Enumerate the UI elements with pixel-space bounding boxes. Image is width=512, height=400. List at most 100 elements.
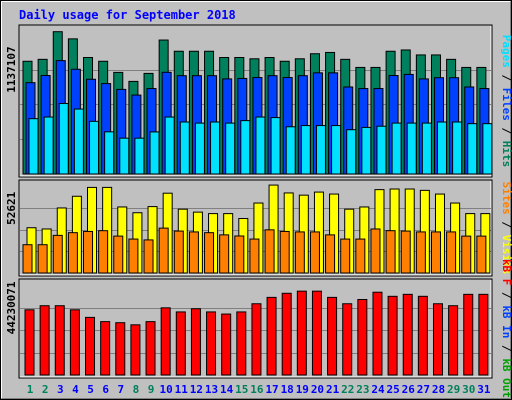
bar-sites-day-31	[476, 235, 487, 274]
x-tick-label-day-14: 14	[220, 383, 234, 396]
bar-kb-f-day-20	[311, 290, 322, 376]
x-tick-label-day-5: 5	[87, 383, 94, 396]
legend-entry-kb_f-1: /	[500, 285, 512, 305]
bar-sites-day-21	[325, 234, 336, 274]
legend-entry-visits_sites-2: Visits	[500, 235, 512, 275]
y-tick-label-visits_sites: 52621	[5, 191, 18, 224]
bar-kb-f-day-2	[39, 305, 50, 376]
bar-pages-day-28	[436, 121, 447, 175]
bar-kb-f-day-23	[357, 298, 368, 376]
x-tick-label-day-31: 31	[477, 383, 491, 396]
bar-kb-f-day-15	[236, 311, 247, 376]
legend-entry-hits_files_pages-2: Files	[500, 88, 512, 121]
bar-kb-f-day-28	[432, 303, 443, 376]
bar-pages-day-6	[104, 131, 115, 175]
bar-pages-day-21	[331, 125, 342, 175]
bar-sites-day-4	[67, 232, 78, 274]
bar-kb-f-day-7	[115, 322, 126, 376]
bar-kb-f-day-21	[327, 296, 338, 376]
bar-sites-day-17	[264, 229, 275, 274]
x-tick-label-day-21: 21	[326, 383, 340, 396]
bar-sites-day-22	[340, 238, 351, 274]
bar-kb-f-day-14	[221, 313, 232, 376]
legend-entry-kb_f-4: kB Out	[500, 358, 512, 398]
x-tick-label-day-3: 3	[57, 383, 64, 396]
bar-pages-day-22	[346, 129, 357, 175]
bar-sites-day-14	[219, 234, 230, 274]
bar-pages-day-26	[406, 122, 417, 175]
chart-title: Daily usage for September 2018	[19, 8, 236, 22]
bar-sites-day-19	[294, 231, 305, 274]
bar-pages-day-1	[28, 118, 39, 175]
x-tick-label-day-26: 26	[402, 383, 416, 396]
bar-pages-day-15	[240, 120, 251, 175]
bar-kb-f-day-26	[402, 293, 413, 376]
bar-sites-day-23	[355, 238, 366, 274]
x-tick-label-day-28: 28	[432, 383, 445, 396]
bar-sites-day-8	[128, 238, 139, 274]
legend-entry-hits_files_pages-0: Pages	[500, 35, 512, 68]
x-tick-label-day-2: 2	[42, 383, 49, 396]
x-tick-label-day-10: 10	[160, 383, 173, 396]
bar-pages-day-12	[194, 122, 205, 175]
bar-pages-day-7	[119, 137, 130, 175]
bar-kb-f-day-4	[69, 309, 80, 376]
legend-entry-kb_f-3: /	[500, 338, 512, 358]
bar-pages-day-31	[482, 123, 493, 175]
bar-pages-day-16	[255, 116, 266, 175]
legend-kb_f: kB F / kB In / kB Out	[500, 259, 512, 398]
bar-kb-f-day-22	[342, 303, 353, 376]
legend-hits_files_pages: Pages / Files / Hits	[500, 35, 512, 168]
bar-kb-f-day-6	[100, 321, 111, 376]
bar-kb-f-day-29	[448, 305, 459, 376]
bar-sites-day-25	[385, 230, 396, 274]
bar-pages-day-27	[421, 122, 432, 175]
bar-pages-day-30	[467, 123, 478, 175]
x-tick-label-day-29: 29	[447, 383, 460, 396]
x-tick-label-day-9: 9	[148, 383, 155, 396]
bar-pages-day-8	[134, 137, 145, 175]
legend-entry-hits_files_pages-1: /	[500, 68, 512, 88]
bar-kb-f-day-18	[281, 292, 292, 376]
legend-entry-kb_f-0: kB F	[500, 259, 512, 286]
x-tick-label-day-22: 22	[341, 383, 354, 396]
bar-kb-f-day-10	[160, 307, 171, 376]
x-tick-label-day-24: 24	[371, 383, 385, 396]
bar-sites-day-27	[415, 231, 426, 274]
bar-kb-f-day-16	[251, 303, 262, 376]
bar-sites-day-24	[370, 228, 381, 274]
legend-entry-hits_files_pages-4: Hits	[500, 141, 512, 168]
bar-pages-day-29	[452, 121, 463, 175]
legend-visits_sites: Sites / Visits	[500, 182, 512, 275]
bar-sites-day-16	[249, 238, 260, 274]
bar-kb-f-day-5	[85, 316, 96, 376]
bar-kb-f-day-24	[372, 291, 383, 376]
bar-kb-f-day-19	[296, 290, 307, 376]
bar-sites-day-9	[143, 239, 154, 274]
bar-pages-day-14	[225, 122, 236, 175]
x-tick-label-day-13: 13	[205, 383, 218, 396]
x-tick-label-day-19: 19	[296, 383, 309, 396]
x-tick-label-day-27: 27	[417, 383, 430, 396]
x-tick-label-day-12: 12	[190, 383, 203, 396]
x-tick-label-day-20: 20	[311, 383, 324, 396]
x-tick-label-day-7: 7	[117, 383, 124, 396]
x-tick-label-day-11: 11	[175, 383, 189, 396]
bar-pages-day-25	[391, 122, 402, 175]
bar-kb-f-day-11	[175, 311, 186, 376]
bar-pages-day-23	[361, 126, 372, 175]
bar-pages-day-20	[315, 125, 326, 175]
bar-pages-day-10	[164, 116, 175, 175]
legend-entry-visits_sites-0: Sites	[500, 182, 512, 215]
x-tick-label-day-8: 8	[133, 383, 140, 396]
bar-kb-f-day-1	[24, 309, 35, 376]
bar-kb-f-day-13	[206, 311, 217, 376]
legend-entry-kb_f-2: kB In	[500, 305, 512, 338]
x-tick-label-day-17: 17	[265, 383, 278, 396]
x-tick-label-day-4: 4	[72, 383, 79, 396]
x-tick-label-day-1: 1	[27, 383, 34, 396]
bar-sites-day-5	[83, 230, 94, 274]
bar-sites-day-13	[204, 232, 215, 274]
bar-kb-f-day-17	[266, 296, 277, 376]
